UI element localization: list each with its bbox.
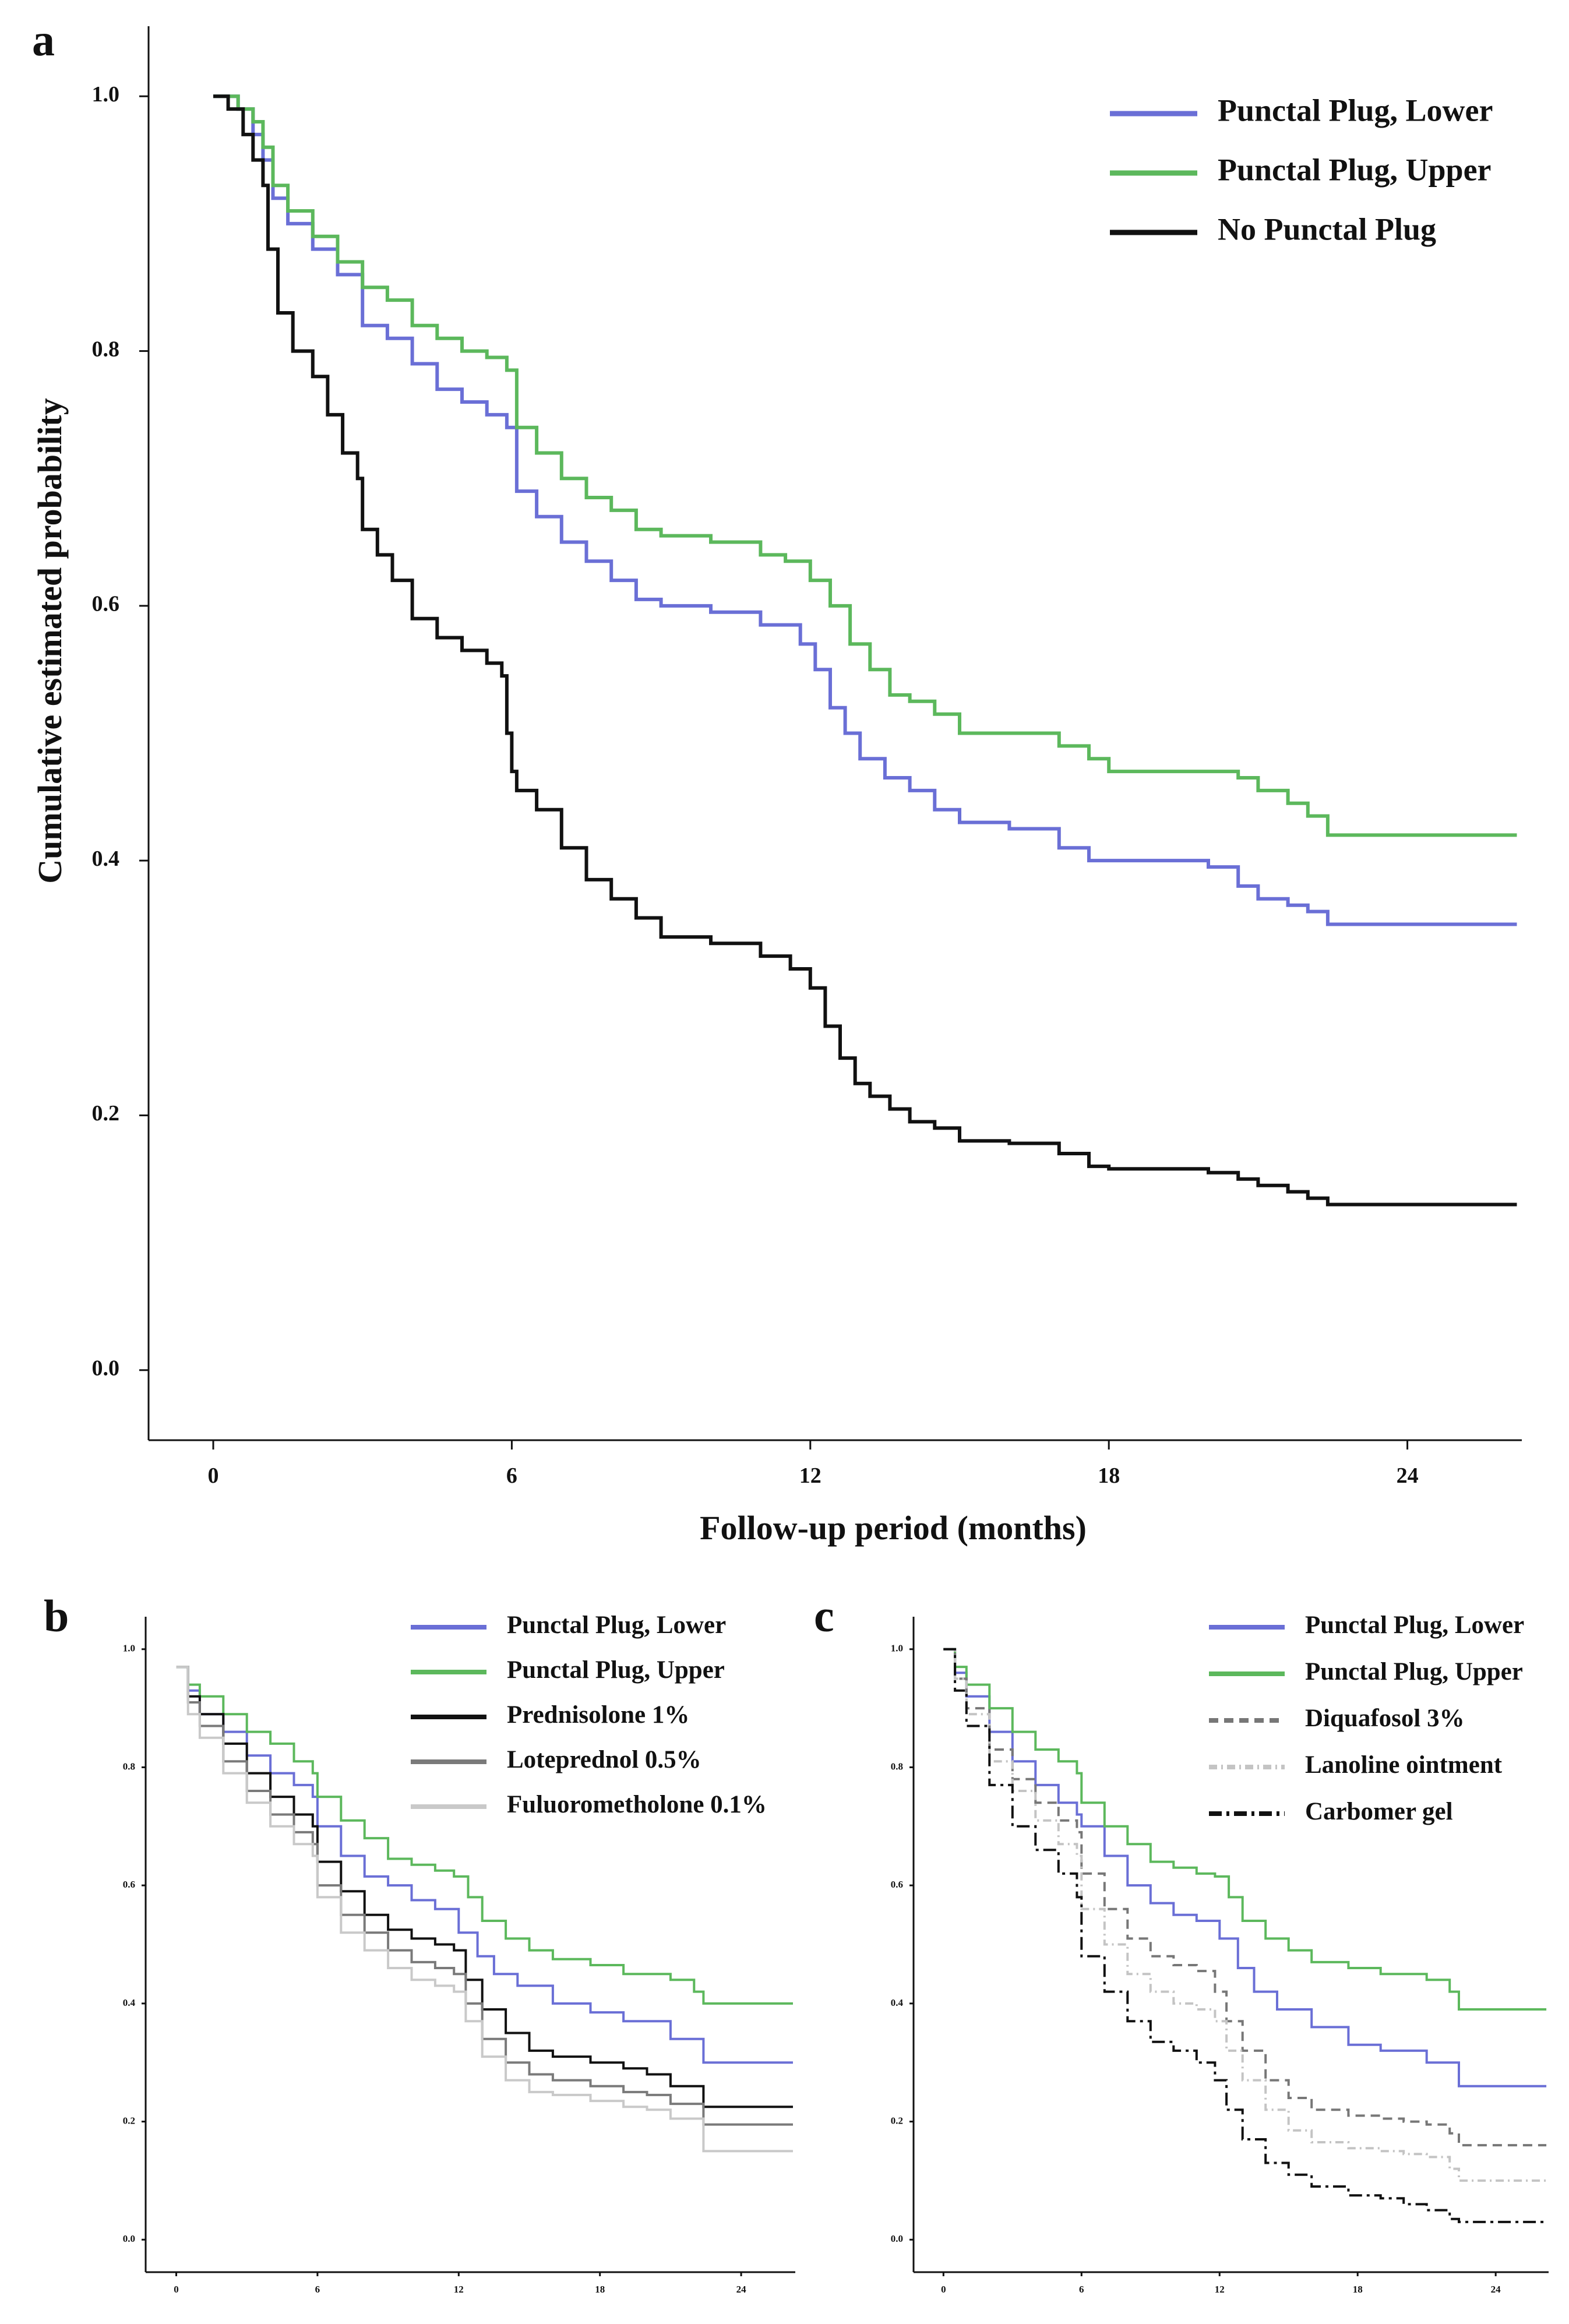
series-line-b-loteprednol-0-5 <box>176 1666 793 2126</box>
x-tick-label-a: 12 <box>799 1463 821 1488</box>
y-tick-label-a: 0.4 <box>92 847 120 871</box>
x-tick-label-c: 24 <box>1491 2284 1501 2295</box>
legend-label-b-loteprednol-0-5: Loteprednol 0.5% <box>507 1746 701 1773</box>
legend-label-a-no-punctal-plug: No Punctal Plug <box>1218 211 1436 246</box>
series-line-b-prednisolone-1 <box>176 1666 793 2108</box>
legend-label-c-diquafosol-3: Diquafosol 3% <box>1305 1705 1465 1732</box>
series-line-b-punctal-plug-lower <box>176 1666 793 2064</box>
x-tick-label-a: 6 <box>506 1463 517 1488</box>
y-tick-label-c: 0.0 <box>891 2233 903 2244</box>
y-tick-label-c: 0.4 <box>891 1997 904 2008</box>
panel-a: a 0.0 0.2 0.4 0.6 0.8 1.0 0 6 12 18 24 Follow-up pe… <box>31 15 1522 1547</box>
legend-label-b-fuluorometholone-0-1: Fuluorometholone 0.1% <box>507 1791 767 1818</box>
panel-letter-b: b <box>44 1591 69 1641</box>
y-tick-label-b: 0.8 <box>123 1761 135 1772</box>
series-line-c-carbomer-gel <box>943 1648 1547 2223</box>
panel-c: c 0.0 0.2 0.4 0.6 0.8 1.0 0 6 12 18 24 Punctal Plug… <box>814 1591 1549 2295</box>
series-line-b-fuluorometholone-0-1 <box>176 1666 793 2153</box>
y-tick-label-a: 0.8 <box>92 337 120 361</box>
legend-label-a-punctal-plug-upper: Punctal Plug, Upper <box>1218 152 1492 187</box>
legend-label-b-punctal-plug-lower: Punctal Plug, Lower <box>507 1611 726 1639</box>
y-axis-title-a: Cumulative estimated probability <box>31 398 69 884</box>
series-line-a-punctal-plug-upper <box>213 94 1517 837</box>
legend-label-c-carbomer-gel: Carbomer gel <box>1305 1798 1453 1825</box>
x-tick-label-a: 0 <box>208 1463 219 1488</box>
series-line-b-punctal-plug-upper <box>176 1666 793 2005</box>
y-tick-label-a: 1.0 <box>92 82 120 107</box>
x-tick-label-c: 18 <box>1353 2284 1363 2295</box>
x-tick-label-c: 6 <box>1079 2284 1084 2295</box>
y-tick-label-c: 0.8 <box>891 1761 903 1772</box>
legend-label-c-punctal-plug-upper: Punctal Plug, Upper <box>1305 1658 1523 1685</box>
series-line-c-punctal-plug-upper <box>943 1648 1547 2011</box>
x-tick-label-c: 12 <box>1215 2284 1225 2295</box>
y-tick-label-a: 0.0 <box>92 1356 120 1380</box>
x-axis-title-a: Follow-up period (months) <box>700 1509 1087 1547</box>
series-line-c-lanoline-ointment <box>943 1648 1547 2182</box>
y-tick-label-a: 0.6 <box>92 592 120 616</box>
y-tick-label-b: 1.0 <box>123 1643 135 1654</box>
legend-label-a-punctal-plug-lower: Punctal Plug, Lower <box>1218 93 1493 128</box>
legend-label-b-prednisolone-1: Prednisolone 1% <box>507 1701 689 1729</box>
x-tick-label-a: 18 <box>1098 1463 1120 1488</box>
y-tick-label-a: 0.2 <box>92 1101 120 1126</box>
y-tick-label-c: 0.6 <box>891 1879 903 1890</box>
x-tick-label-b: 0 <box>174 2284 179 2295</box>
y-tick-label-c: 0.2 <box>891 2115 903 2126</box>
panel-letter-a: a <box>32 15 55 65</box>
y-tick-label-c: 1.0 <box>891 1643 903 1654</box>
x-tick-label-b: 18 <box>595 2284 605 2295</box>
legend-label-b-punctal-plug-upper: Punctal Plug, Upper <box>507 1656 725 1684</box>
legend-label-c-lanoline-ointment: Lanoline ointment <box>1305 1751 1503 1779</box>
y-tick-label-b: 0.4 <box>123 1997 136 2008</box>
panel-b: b 0.0 0.2 0.4 0.6 0.8 1.0 0 6 12 18 24 Punctal Plug… <box>44 1591 795 2295</box>
panel-letter-c: c <box>814 1591 834 1641</box>
y-tick-label-b: 0.6 <box>123 1879 135 1890</box>
y-tick-label-b: 0.2 <box>123 2115 135 2126</box>
x-tick-label-c: 0 <box>941 2284 946 2295</box>
x-tick-label-b: 12 <box>454 2284 464 2295</box>
series-line-a-punctal-plug-lower <box>213 94 1517 926</box>
x-tick-label-b: 24 <box>736 2284 747 2295</box>
x-tick-label-a: 24 <box>1397 1463 1419 1488</box>
series-line-c-punctal-plug-lower <box>943 1648 1547 2087</box>
y-tick-label-b: 0.0 <box>123 2233 135 2244</box>
series-line-a-no-punctal-plug <box>213 94 1517 1207</box>
legend-label-c-punctal-plug-lower: Punctal Plug, Lower <box>1305 1611 1524 1639</box>
series-line-c-diquafosol-3 <box>943 1648 1547 2147</box>
x-tick-label-b: 6 <box>315 2284 320 2295</box>
